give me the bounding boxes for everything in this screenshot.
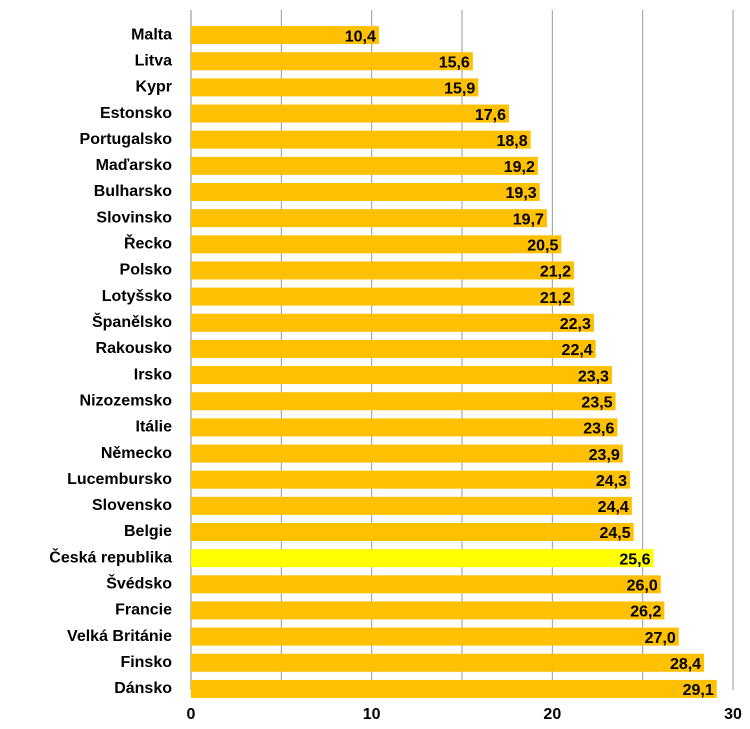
data-label: 20,5 xyxy=(527,238,558,255)
bar xyxy=(191,313,594,332)
y-tick-label: Řecko xyxy=(124,234,172,253)
bar xyxy=(191,392,616,411)
bar xyxy=(191,339,596,358)
bar xyxy=(191,601,665,620)
bar xyxy=(191,418,618,437)
y-tick-label: Dánsko xyxy=(114,680,172,697)
y-tick-label: Malta xyxy=(131,26,172,43)
bar xyxy=(191,78,479,97)
x-tick-label: 20 xyxy=(543,706,561,723)
data-label: 10,4 xyxy=(345,28,376,45)
y-tick-label: Nizozemsko xyxy=(80,392,173,409)
y-tick-label: Polsko xyxy=(120,262,173,279)
y-tick-label: Velká Británie xyxy=(67,628,172,645)
y-tick-label: Rakousko xyxy=(96,340,173,357)
bar xyxy=(191,287,575,306)
bar xyxy=(191,235,562,254)
bar xyxy=(191,209,547,228)
data-label: 26,2 xyxy=(630,604,661,621)
data-label: 25,6 xyxy=(619,551,650,568)
data-label: 26,0 xyxy=(627,578,658,595)
y-tick-label: Lucembursko xyxy=(67,471,172,488)
y-tick-label: Maďarsko xyxy=(96,157,173,174)
bar xyxy=(191,549,654,568)
data-label: 29,1 xyxy=(683,682,714,699)
data-label: 15,9 xyxy=(444,81,475,98)
data-label: 24,4 xyxy=(598,499,629,516)
y-tick-label: Litva xyxy=(135,52,172,69)
y-tick-label: Itálie xyxy=(136,419,173,436)
data-label: 19,2 xyxy=(504,159,535,176)
data-label: 28,4 xyxy=(670,656,701,673)
bar xyxy=(191,575,661,594)
y-tick-label: Švédsko xyxy=(106,574,172,593)
bar xyxy=(191,261,575,280)
data-label: 17,6 xyxy=(475,107,506,124)
bar xyxy=(191,26,379,45)
bar xyxy=(191,653,705,672)
y-tick-label: Finsko xyxy=(120,654,172,671)
bar xyxy=(191,366,612,385)
data-label: 22,4 xyxy=(562,342,593,359)
data-label: 23,3 xyxy=(578,368,609,385)
x-tick-label: 10 xyxy=(363,706,381,723)
bar xyxy=(191,496,632,515)
bar xyxy=(191,470,631,489)
data-label: 24,5 xyxy=(599,525,630,542)
bar xyxy=(191,679,717,698)
data-label: 19,7 xyxy=(513,211,544,228)
data-label: 27,0 xyxy=(645,630,676,647)
y-tick-label: Slovinsko xyxy=(96,209,172,226)
y-tick-label: Portugalsko xyxy=(80,131,173,148)
y-tick-label: Slovensko xyxy=(92,497,172,514)
data-label: 23,6 xyxy=(583,421,614,438)
y-tick-label: Česká republika xyxy=(49,547,172,566)
y-tick-label: Estonsko xyxy=(100,105,172,122)
y-tick-label: Kypr xyxy=(136,79,172,96)
data-label: 19,3 xyxy=(506,185,537,202)
y-tick-label: Lotyšsko xyxy=(102,288,172,305)
y-tick-label: Irsko xyxy=(134,366,172,383)
bar xyxy=(191,130,531,149)
data-label: 15,6 xyxy=(439,54,470,71)
bar xyxy=(191,183,540,201)
data-label: 21,2 xyxy=(540,290,571,307)
bar xyxy=(191,156,538,175)
bar xyxy=(191,444,623,463)
bar xyxy=(191,627,679,646)
bar xyxy=(191,52,473,71)
x-tick-label: 30 xyxy=(724,706,742,723)
y-tick-label: Belgie xyxy=(124,523,172,540)
data-label: 24,3 xyxy=(596,473,627,490)
bar xyxy=(191,104,509,123)
y-tick-label: Francie xyxy=(115,602,172,619)
y-tick-label: Německo xyxy=(101,445,172,462)
y-tick-label: Bulharsko xyxy=(94,183,172,200)
data-label: 23,9 xyxy=(589,447,620,464)
data-label: 18,8 xyxy=(497,133,528,150)
y-tick-label: Španělsko xyxy=(92,312,172,331)
data-label: 21,2 xyxy=(540,264,571,281)
bar xyxy=(191,523,634,541)
x-tick-label: 0 xyxy=(187,706,196,723)
data-label: 22,3 xyxy=(560,316,591,333)
data-label: 23,5 xyxy=(581,394,612,411)
